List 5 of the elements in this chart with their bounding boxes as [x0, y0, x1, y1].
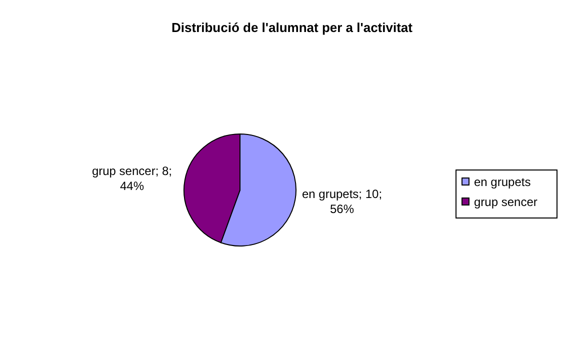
legend-label: en grupets [474, 175, 531, 189]
data-label: en grupets; 10; 56% [302, 186, 382, 216]
data-label: grup sencer; 8; 44% [92, 164, 172, 194]
chart-title: Distribució de l'alumnat per a l'activitat [172, 20, 414, 35]
legend-label: grup sencer [474, 195, 538, 209]
